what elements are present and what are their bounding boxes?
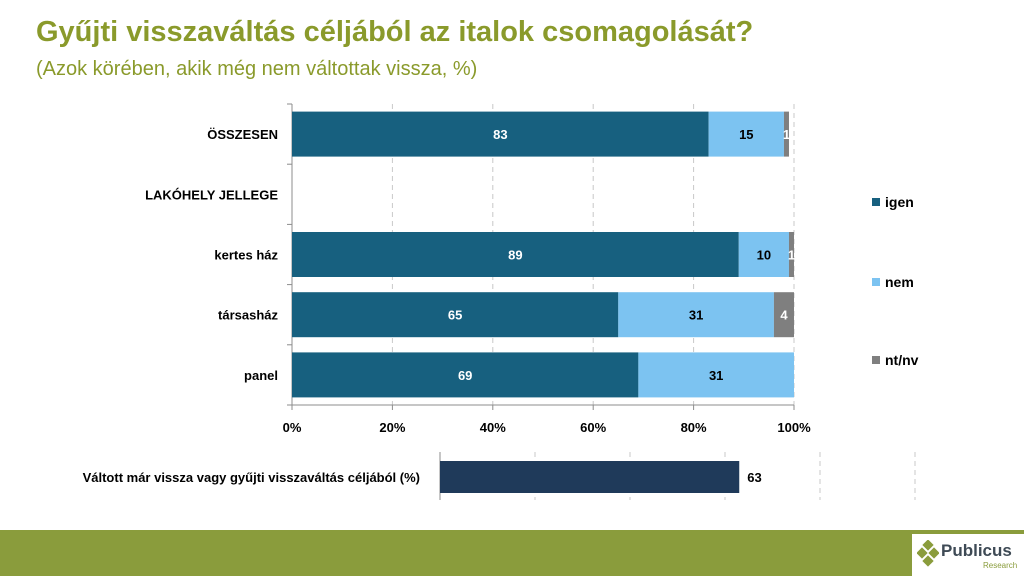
- page-title: Gyűjti visszaváltás céljából az italok c…: [36, 16, 754, 48]
- data-label: 10: [757, 248, 771, 263]
- bar-summary: [440, 461, 740, 493]
- data-label: 1: [783, 127, 790, 142]
- brand-name: Publicus: [941, 541, 1012, 560]
- bar-igen: [292, 111, 709, 157]
- bar-igen: [292, 292, 619, 338]
- bar-nem: [618, 292, 774, 338]
- bar-igen: [292, 232, 739, 277]
- data-label: 15: [739, 127, 753, 142]
- x-tick-label: 40%: [480, 420, 506, 435]
- category-label: ÖSSZESEN: [207, 127, 278, 142]
- x-tick-label: 80%: [681, 420, 707, 435]
- data-label: 31: [689, 308, 703, 323]
- data-label: 4: [780, 308, 788, 323]
- footer-bar: [0, 530, 1024, 576]
- x-tick-label: 0%: [283, 420, 302, 435]
- data-label: 69: [458, 368, 472, 383]
- data-label: 65: [448, 308, 462, 323]
- legend-label: igen: [885, 194, 914, 210]
- publicus-logo-icon: [917, 540, 939, 567]
- brand-subtitle: Research: [983, 561, 1018, 570]
- chart: 0% 20% 40% 60% 80% 100% ÖSSZESEN 83 15 1 LAKÓHELY …: [83, 103, 919, 500]
- data-label: 63: [747, 470, 761, 485]
- category-label: kertes ház: [214, 248, 278, 263]
- bar-ntnv: [783, 111, 789, 157]
- legend-swatch: [872, 278, 880, 286]
- data-label: 89: [508, 248, 522, 263]
- category-label: LAKÓHELY JELLEGE: [145, 187, 278, 202]
- bar-nem: [638, 352, 794, 398]
- category-label: panel: [244, 368, 278, 383]
- data-label: 83: [493, 127, 507, 142]
- legend-swatch: [872, 198, 880, 206]
- x-tick-label: 60%: [580, 420, 606, 435]
- data-label: 1: [788, 248, 795, 263]
- page-subtitle: (Azok körében, akik még nem váltottak vi…: [36, 58, 478, 80]
- bar-ntnv: [788, 232, 794, 277]
- category-label: társasház: [218, 308, 278, 323]
- legend-label: nt/nv: [885, 352, 919, 368]
- bar-ntnv: [773, 292, 794, 338]
- legend-label: nem: [885, 274, 914, 290]
- bar-nem: [738, 232, 789, 277]
- category-label: Váltott már vissza vagy gyűjti visszavál…: [83, 470, 420, 485]
- x-tick-label: 100%: [777, 420, 811, 435]
- x-tick-label: 20%: [379, 420, 405, 435]
- bar-igen: [292, 352, 639, 398]
- legend-swatch: [872, 356, 880, 364]
- bar-nem: [708, 111, 784, 157]
- data-label: 31: [709, 368, 723, 383]
